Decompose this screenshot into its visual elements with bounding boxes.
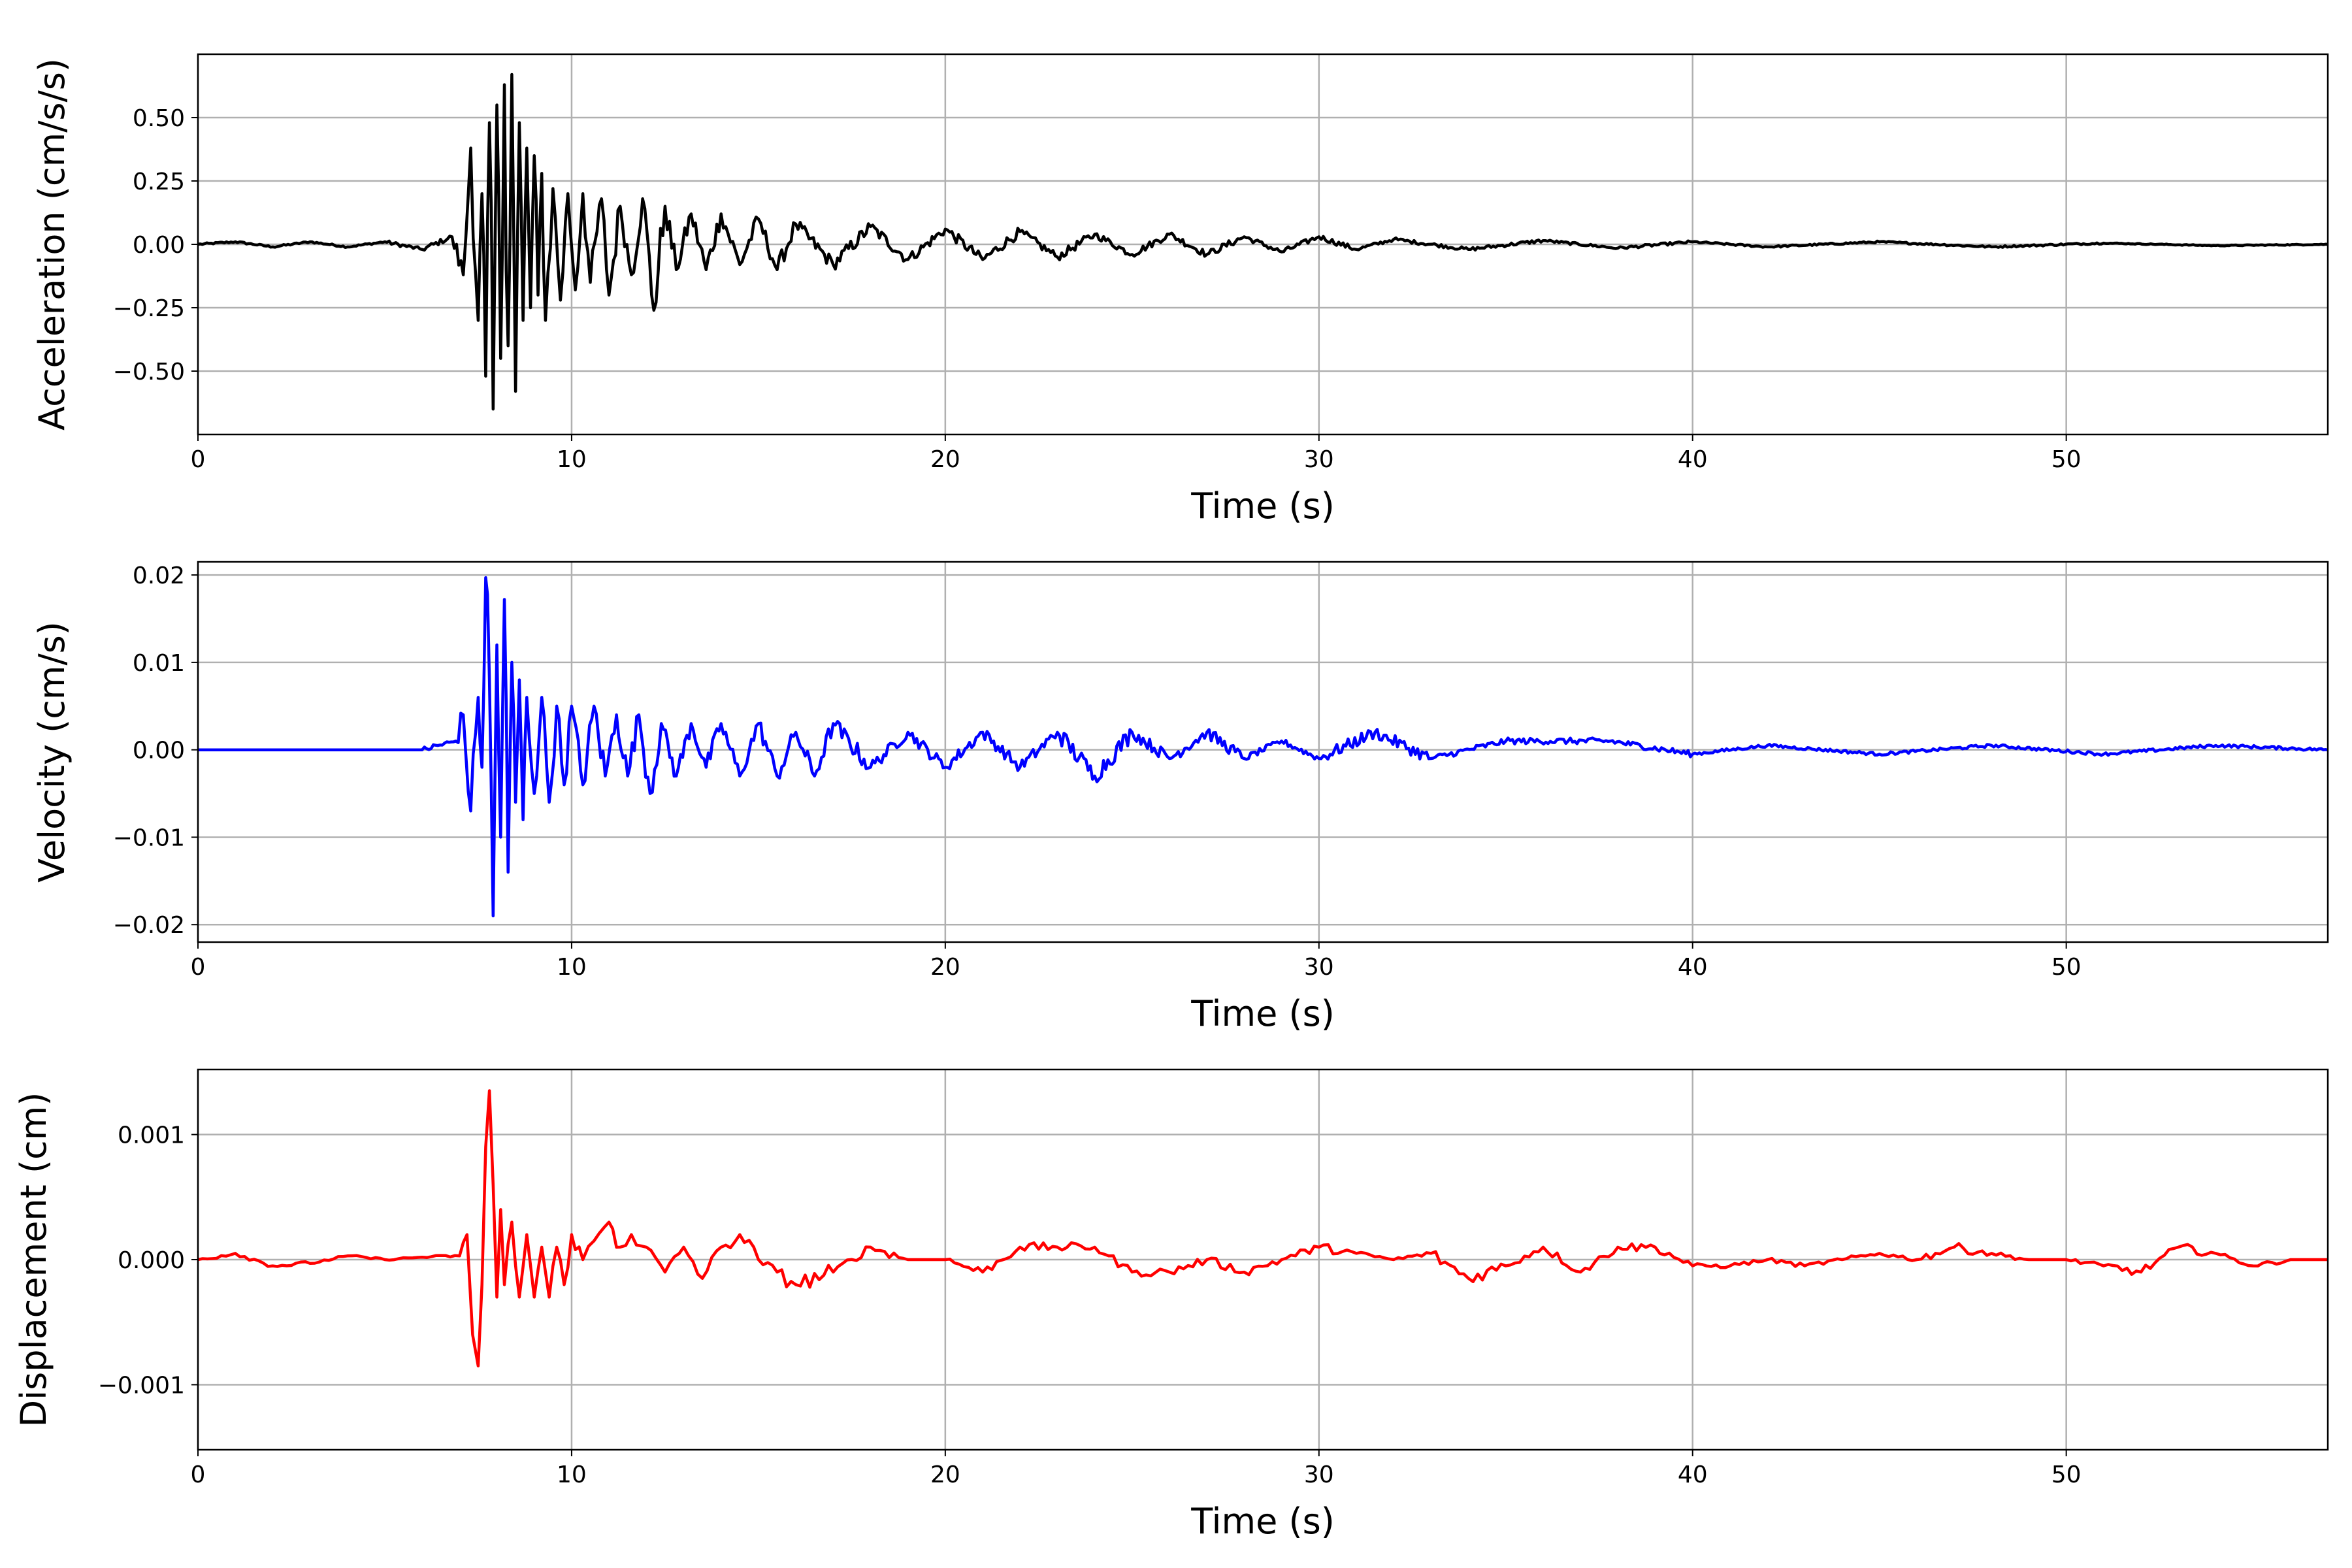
displacement-x-tick-label: 0 bbox=[191, 1462, 206, 1488]
acceleration-x-tick-label: 0 bbox=[191, 446, 206, 473]
displacement-y-ticks: 0.001 0.000 −0.001 bbox=[98, 1122, 198, 1399]
acceleration-x-tick-label: 30 bbox=[1304, 446, 1334, 473]
acceleration-panel: 0 10 20 30 40 50 0.50 0.25 0.00 −0.25 −0.50 Time … bbox=[31, 53, 2329, 527]
acceleration-y-tick-label: 0.50 bbox=[133, 105, 185, 132]
displacement-x-tick-label: 10 bbox=[557, 1462, 587, 1488]
velocity-y-tick-label: 0.02 bbox=[133, 563, 185, 589]
acceleration-y-axis-label: Acceleration (cm/s/s) bbox=[31, 58, 73, 431]
velocity-y-tick-label: −0.01 bbox=[113, 825, 185, 851]
velocity-x-tick-label: 0 bbox=[191, 954, 206, 981]
displacement-x-ticks: 0 10 20 30 40 50 bbox=[191, 1450, 2082, 1488]
displacement-x-tick-label: 20 bbox=[930, 1462, 960, 1488]
displacement-y-axis-label: Displacement (cm) bbox=[13, 1092, 54, 1428]
acceleration-x-tick-label: 40 bbox=[1678, 446, 1708, 473]
velocity-plot-frame bbox=[197, 561, 2329, 943]
acceleration-x-tick-label: 10 bbox=[557, 446, 587, 473]
displacement-x-tick-label: 40 bbox=[1678, 1462, 1708, 1488]
displacement-y-tick-label: 0.001 bbox=[118, 1122, 185, 1149]
acceleration-x-ticks: 0 10 20 30 40 50 bbox=[191, 434, 2082, 473]
velocity-x-tick-label: 50 bbox=[2051, 954, 2082, 981]
acceleration-y-tick-label: 0.25 bbox=[133, 169, 185, 195]
acceleration-x-tick-label: 20 bbox=[930, 446, 960, 473]
velocity-y-axis-label: Velocity (cm/s) bbox=[31, 621, 73, 883]
velocity-panel: 0 10 20 30 40 50 0.02 0.01 0.00 −0.01 −0.02 Time … bbox=[31, 561, 2329, 1034]
velocity-x-tick-label: 40 bbox=[1678, 954, 1708, 981]
velocity-x-tick-label: 20 bbox=[930, 954, 960, 981]
acceleration-y-tick-label: 0.00 bbox=[133, 232, 185, 259]
velocity-y-tick-label: 0.00 bbox=[133, 738, 185, 764]
displacement-grid bbox=[197, 1070, 2328, 1450]
acceleration-y-tick-label: −0.50 bbox=[113, 359, 185, 385]
displacement-y-tick-label: 0.000 bbox=[118, 1247, 185, 1274]
velocity-y-tick-label: 0.01 bbox=[133, 650, 185, 677]
velocity-y-ticks: 0.02 0.01 0.00 −0.01 −0.02 bbox=[113, 563, 198, 939]
velocity-x-tick-label: 10 bbox=[557, 954, 587, 981]
velocity-line bbox=[198, 576, 2328, 918]
acceleration-y-tick-label: −0.25 bbox=[113, 295, 185, 322]
displacement-y-tick-label: −0.001 bbox=[98, 1372, 185, 1399]
velocity-x-axis-label: Time (s) bbox=[1190, 993, 1335, 1034]
acceleration-x-axis-label: Time (s) bbox=[1190, 485, 1335, 527]
velocity-y-tick-label: −0.02 bbox=[113, 912, 185, 939]
acceleration-line bbox=[197, 73, 2328, 411]
displacement-x-tick-label: 30 bbox=[1304, 1462, 1334, 1488]
displacement-panel: 0 10 20 30 40 50 0.001 0.000 −0.001 Time (s) Di… bbox=[13, 1068, 2329, 1542]
acceleration-x-tick-label: 50 bbox=[2051, 446, 2082, 473]
displacement-x-axis-label: Time (s) bbox=[1190, 1501, 1335, 1542]
displacement-x-tick-label: 50 bbox=[2051, 1462, 2082, 1488]
displacement-line bbox=[197, 1089, 2328, 1367]
velocity-x-ticks: 0 10 20 30 40 50 bbox=[191, 942, 2082, 981]
acceleration-y-ticks: 0.50 0.25 0.00 −0.25 −0.50 bbox=[113, 105, 198, 385]
velocity-x-tick-label: 30 bbox=[1304, 954, 1334, 981]
